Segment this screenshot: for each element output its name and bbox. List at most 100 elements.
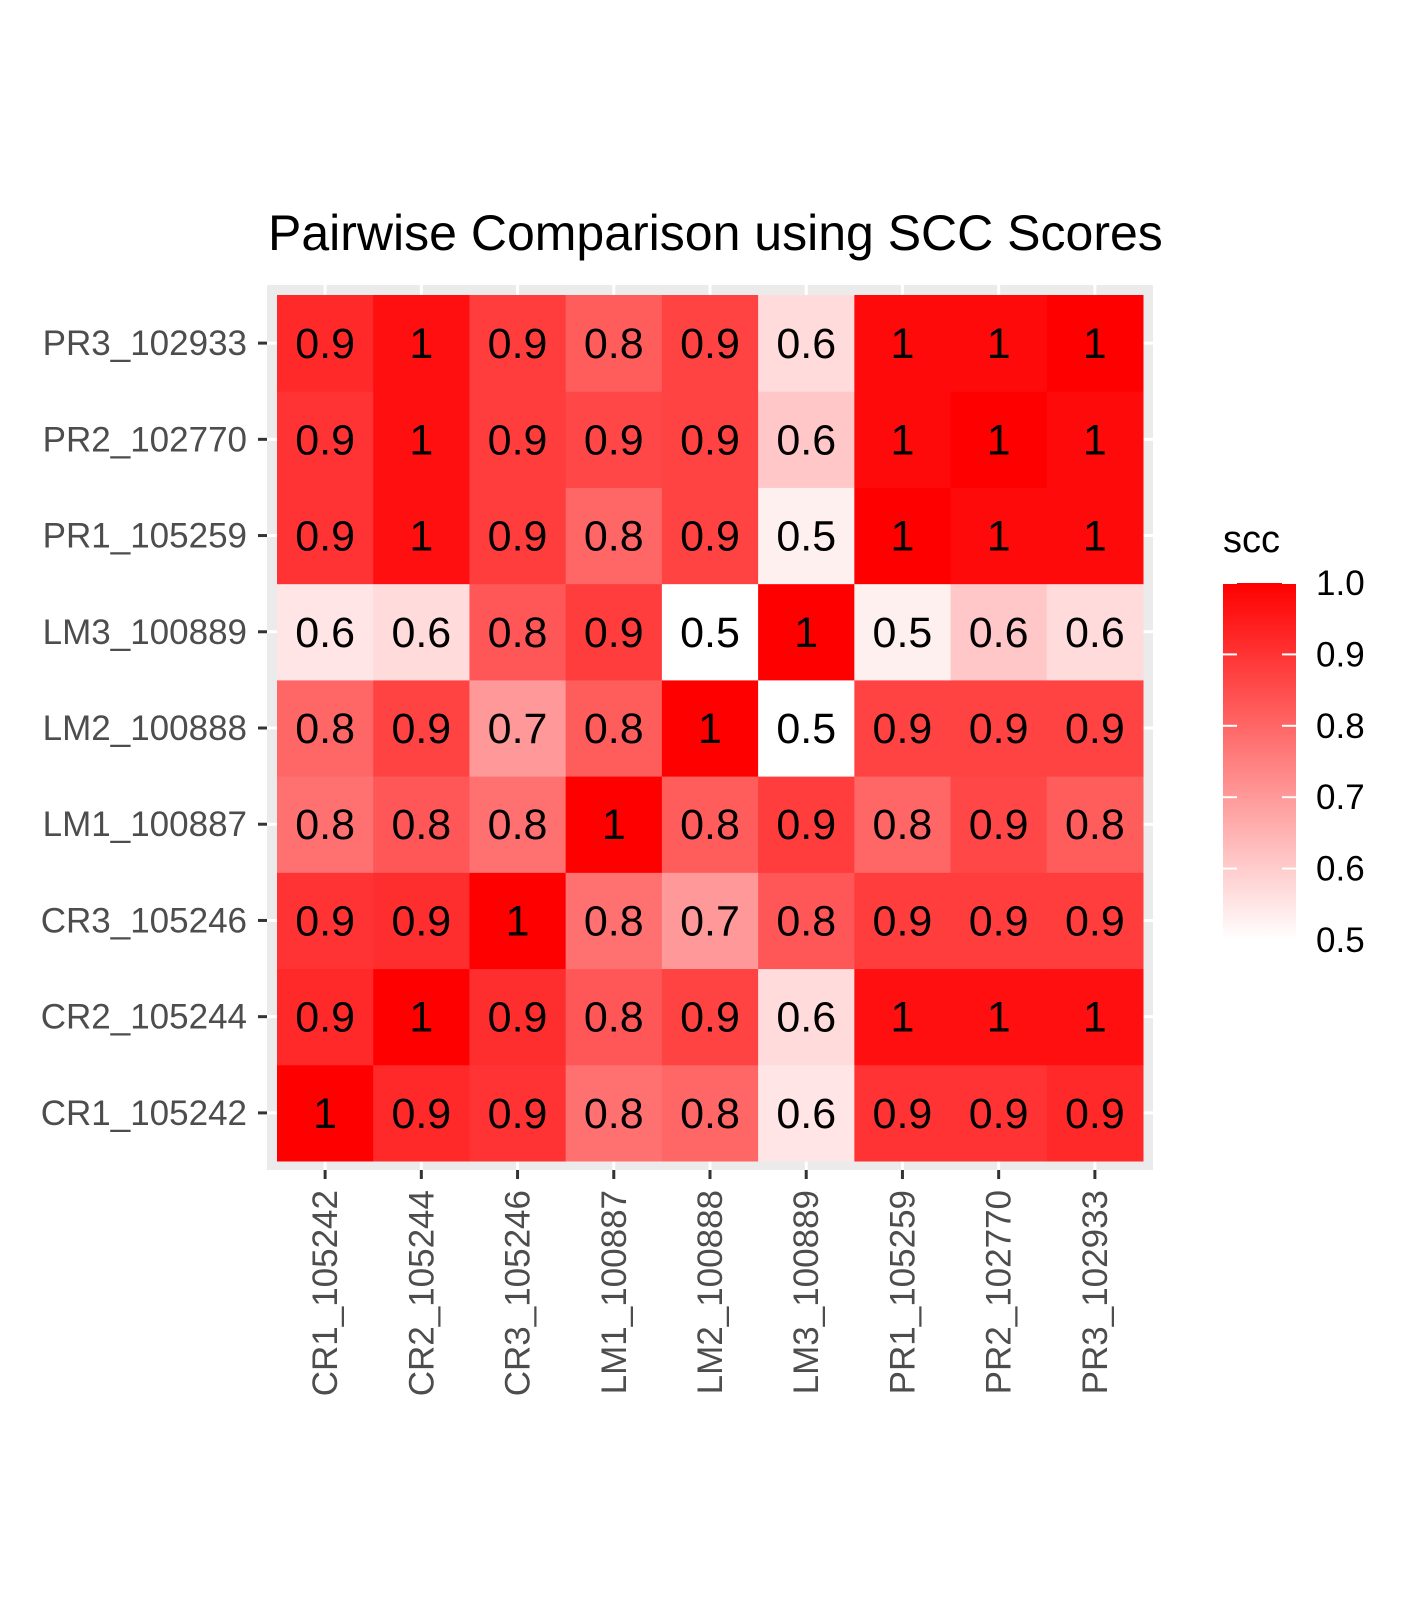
heatmap-cell <box>565 872 663 970</box>
cell-value-label: 1 <box>409 513 433 561</box>
heatmap-cell <box>565 968 663 1066</box>
heatmap-cell <box>854 295 952 392</box>
cell-value-label: 1 <box>698 705 722 753</box>
x-tick-label: CR3_105246 <box>499 1190 538 1396</box>
heatmap-cell <box>469 487 567 585</box>
heatmap-cell <box>854 679 952 777</box>
heatmap-cell <box>277 679 374 777</box>
legend-tick-label: 0.9 <box>1316 635 1365 674</box>
heatmap-cell <box>469 295 567 392</box>
cell-value-label: 1 <box>890 994 914 1042</box>
y-tick-label: CR3_105246 <box>41 901 247 940</box>
heatmap-cell <box>758 295 855 392</box>
legend-ticks: 1.0 0.9 0.8 0.7 0.6 0.5 <box>1223 564 1365 960</box>
cell-value-label: 0.5 <box>680 609 740 657</box>
heatmap-cell <box>661 391 759 488</box>
heatmap-cell <box>661 776 759 873</box>
heatmap-cell <box>1046 968 1144 1066</box>
cell-value-label: 0.8 <box>584 513 644 561</box>
cell-value-label: 1 <box>987 513 1011 561</box>
cell-value-label: 0.9 <box>873 1090 933 1138</box>
heatmap-cell <box>469 583 567 681</box>
cell-value-label: 1 <box>1083 513 1107 561</box>
heatmap-cell <box>373 1064 470 1162</box>
cell-value-label: 1 <box>409 416 433 464</box>
legend-tick-label: 0.8 <box>1316 707 1365 746</box>
cell-value-label: 0.5 <box>776 705 836 753</box>
heatmap-cell <box>758 872 855 970</box>
legend-colorbar <box>1223 583 1296 940</box>
heatmap-cell <box>950 776 1048 873</box>
heatmap-cell <box>1046 295 1144 392</box>
heatmap-cell <box>1046 776 1144 873</box>
legend-tick-label: 0.7 <box>1316 778 1365 817</box>
cell-value-label: 0.9 <box>873 705 933 753</box>
heatmap-cell <box>1046 872 1144 970</box>
cell-value-label: 0.9 <box>295 416 355 464</box>
y-tick-label: LM1_100887 <box>43 805 247 844</box>
heatmap-cell <box>950 1064 1048 1162</box>
cell-value-label: 0.9 <box>295 994 355 1042</box>
cell-value-label: 0.9 <box>680 513 740 561</box>
cell-value-label: 1 <box>602 801 626 849</box>
cell-value-label: 1 <box>794 609 818 657</box>
cell-value-label: 0.6 <box>776 320 836 368</box>
heatmap-cell <box>373 487 470 585</box>
heatmap-cell <box>854 583 952 681</box>
x-tick-label: LM1_100887 <box>595 1190 634 1394</box>
cell-value-label: 0.9 <box>584 609 644 657</box>
cell-value-label: 0.9 <box>488 320 548 368</box>
heatmap-cell <box>950 583 1048 681</box>
cell-value-label: 0.7 <box>680 897 740 945</box>
cell-value-label: 1 <box>1083 320 1107 368</box>
cell-value-label: 1 <box>987 994 1011 1042</box>
heatmap-cell <box>758 391 855 488</box>
heatmap-cell <box>277 295 374 392</box>
y-axis: CR1_105242 CR2_105244 CR3_105246 LM1_100887… <box>41 324 267 1133</box>
heatmap-cell <box>469 679 567 777</box>
heatmap-cell <box>277 968 374 1066</box>
heatmap-cell <box>565 583 663 681</box>
cell-value-label: 1 <box>890 513 914 561</box>
cell-value-label: 0.7 <box>488 705 548 753</box>
heatmap-cell <box>1046 487 1144 585</box>
cell-value-label: 0.9 <box>680 994 740 1042</box>
cell-value-label: 0.8 <box>584 994 644 1042</box>
cell-value-label: 0.5 <box>873 609 933 657</box>
cell-value-label: 0.9 <box>391 1090 451 1138</box>
heatmap-cell <box>661 968 759 1066</box>
x-tick-label: LM2_100888 <box>691 1190 730 1394</box>
cell-value-label: 1 <box>1083 416 1107 464</box>
cell-value-label: 0.8 <box>584 1090 644 1138</box>
heatmap-cell <box>469 1064 567 1162</box>
heatmap-cell <box>373 391 470 488</box>
heatmap-cells <box>277 295 1144 1162</box>
cell-value-label: 0.6 <box>776 994 836 1042</box>
y-tick-label: LM2_100888 <box>43 709 247 748</box>
heatmap-cell <box>950 968 1048 1066</box>
x-tick-label: CR2_105244 <box>402 1190 441 1396</box>
cell-value-label: 0.8 <box>584 705 644 753</box>
heatmap-cell <box>758 487 855 585</box>
cell-value-label: 1 <box>506 897 530 945</box>
heatmap-cell <box>661 872 759 970</box>
cell-value-label: 1 <box>987 320 1011 368</box>
cell-value-label: 0.9 <box>680 320 740 368</box>
heatmap-cell <box>277 872 374 970</box>
cell-value-label: 0.9 <box>488 416 548 464</box>
heatmap-cell <box>469 968 567 1066</box>
cell-value-label: 0.9 <box>969 897 1029 945</box>
heatmap-cell <box>1046 679 1144 777</box>
x-tick-label: PR1_105259 <box>883 1190 922 1394</box>
y-tick-label: CR1_105242 <box>41 1094 247 1133</box>
cell-value-label: 0.9 <box>295 513 355 561</box>
cell-value-label: 0.8 <box>391 801 451 849</box>
cell-value-label: 0.9 <box>680 416 740 464</box>
heatmap-cell <box>854 968 952 1066</box>
heatmap-cell <box>758 679 855 777</box>
heatmap-cell <box>950 872 1048 970</box>
y-tick-label: LM3_100889 <box>43 613 247 652</box>
heatmap-cell <box>277 487 374 585</box>
cell-value-label: 0.6 <box>776 416 836 464</box>
heatmap-cell <box>661 487 759 585</box>
